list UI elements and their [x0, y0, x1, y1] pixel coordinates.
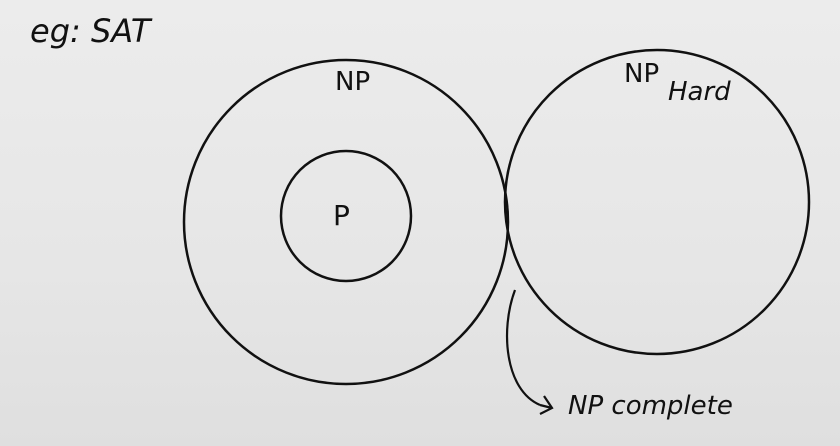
- np-hard-circle: [503, 48, 811, 356]
- np-label: NP: [335, 67, 370, 97]
- example-label: eg: SAT: [30, 12, 153, 50]
- p-circle: [279, 149, 413, 283]
- np-complete-label: NP complete: [568, 391, 733, 421]
- arrowhead-icon: [539, 395, 554, 415]
- np-hard-label-main: NP: [624, 59, 659, 89]
- np-complete-hatch: [505, 99, 508, 316]
- np-hard-label-sub: Hard: [668, 77, 731, 107]
- np-complete-arrow: [505, 289, 541, 407]
- p-label: P: [333, 199, 350, 232]
- np-circle: [182, 58, 510, 386]
